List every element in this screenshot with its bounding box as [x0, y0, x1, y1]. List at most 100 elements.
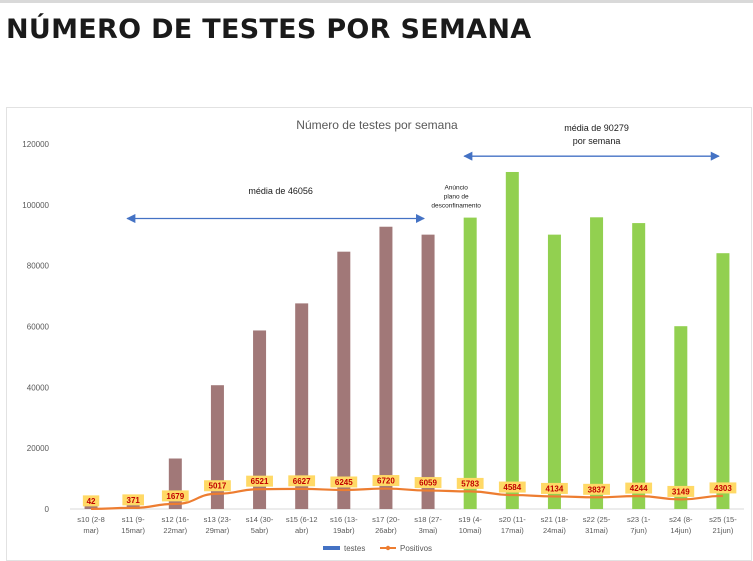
- x-tick-label: 17mai): [501, 526, 524, 535]
- x-tick-label: abr): [295, 526, 309, 535]
- x-tick-label: 3mai): [419, 526, 438, 535]
- data-label-box: [625, 482, 653, 494]
- y-tick-label: 60000: [27, 323, 50, 332]
- bar-testes: [505, 171, 519, 509]
- data-label: 42: [87, 497, 96, 506]
- x-tick-label: 7jun): [630, 526, 647, 535]
- data-label-box: [667, 485, 695, 497]
- data-label-box: [288, 475, 316, 487]
- x-tick-label: s22 (25-: [583, 515, 611, 524]
- x-tick-label: 19abr): [333, 526, 355, 535]
- x-tick-label: 29mar): [206, 526, 230, 535]
- bar-testes: [168, 458, 182, 509]
- data-label-box: [414, 477, 442, 489]
- y-tick-label: 80000: [27, 262, 50, 271]
- average-label: média de 90279: [564, 123, 629, 133]
- chart-title: Número de testes por semana: [296, 118, 458, 132]
- data-label-box: [456, 477, 484, 489]
- bar-testes: [716, 253, 730, 509]
- x-tick-label: s12 (16-: [162, 515, 190, 524]
- data-label: 5017: [209, 482, 227, 491]
- x-tick-label: 26abr): [375, 526, 397, 535]
- bar-testes: [590, 217, 604, 509]
- data-label: 6245: [335, 478, 353, 487]
- x-tick-label: s18 (27-: [414, 515, 442, 524]
- legend-label-testes: testes: [344, 544, 365, 553]
- data-label: 4244: [630, 484, 648, 493]
- x-tick-label: 15mar): [121, 526, 145, 535]
- x-tick-label: s21 (18-: [541, 515, 569, 524]
- x-tick-label: s24 (8-: [669, 515, 693, 524]
- data-label: 6627: [293, 477, 311, 486]
- data-label-box: [498, 481, 526, 493]
- data-label: 4134: [546, 484, 564, 493]
- y-tick-label: 100000: [22, 201, 49, 210]
- x-tick-label: s13 (23-: [204, 515, 232, 524]
- average-label: por semana: [573, 136, 621, 146]
- x-tick-label: 14jun): [670, 526, 691, 535]
- data-label-box: [82, 495, 100, 507]
- announcement-label: desconfinamento: [431, 203, 481, 210]
- data-label-box: [246, 475, 273, 487]
- bar-testes: [295, 303, 309, 509]
- bar-testes: [632, 223, 646, 510]
- data-label-box: [204, 480, 231, 492]
- data-label-box: [372, 475, 400, 487]
- x-tick-label: s11 (9-: [122, 515, 145, 524]
- data-label: 4303: [714, 484, 732, 493]
- announcement-label: plano de: [444, 194, 469, 201]
- x-tick-label: s10 (2-8: [77, 515, 105, 524]
- data-label: 1679: [166, 492, 184, 501]
- x-tick-label: s16 (13-: [330, 515, 358, 524]
- bar-testes: [253, 330, 267, 509]
- x-tick-label: s17 (20-: [372, 515, 400, 524]
- data-label: 5783: [461, 479, 479, 488]
- data-label: 6720: [377, 477, 395, 486]
- data-label: 3837: [588, 485, 606, 494]
- y-tick-label: 120000: [22, 140, 49, 149]
- x-tick-label: 22mar): [163, 526, 187, 535]
- data-label-box: [541, 482, 568, 494]
- data-label-box: [122, 494, 144, 506]
- data-label: 3149: [672, 487, 690, 496]
- x-tick-label: 10mai): [459, 526, 482, 535]
- data-label-box: [161, 490, 189, 502]
- x-tick-label: 24mai): [543, 526, 566, 535]
- top-divider: [0, 0, 753, 3]
- bar-testes: [210, 385, 224, 509]
- data-label-box: [709, 482, 737, 494]
- bar-testes: [421, 234, 435, 509]
- y-tick-label: 40000: [27, 383, 50, 392]
- x-tick-label: s23 (1-: [627, 515, 651, 524]
- data-label-box: [583, 483, 610, 495]
- x-tick-label: s19 (4-: [459, 515, 483, 524]
- bar-testes: [126, 502, 140, 509]
- data-label: 6521: [251, 477, 269, 486]
- bar-testes: [463, 217, 477, 509]
- x-tick-label: s14 (30-: [246, 515, 274, 524]
- announcement-label: Anúncio: [444, 185, 468, 192]
- data-label-box: [330, 476, 358, 488]
- x-tick-label: 31mai): [585, 526, 608, 535]
- data-label: 6059: [419, 479, 437, 488]
- data-label: 371: [127, 496, 141, 505]
- y-tick-label: 20000: [27, 444, 50, 453]
- page-title: NÚMERO DE TESTES POR SEMANA: [6, 14, 532, 45]
- data-label: 4584: [503, 483, 521, 492]
- bar-testes: [674, 326, 688, 509]
- y-tick-label: 0: [45, 505, 50, 514]
- x-tick-label: 21jun): [713, 526, 734, 535]
- x-tick-label: s20 (11-: [499, 515, 526, 524]
- line-positivos: [91, 487, 723, 510]
- x-tick-label: s25 (15-: [709, 515, 737, 524]
- x-tick-label: mar): [83, 526, 99, 535]
- x-tick-label: s15 (6-12: [286, 515, 318, 524]
- average-label: média de 46056: [248, 186, 313, 196]
- legend-label-positivos: Positivos: [400, 544, 432, 553]
- bar-testes: [547, 234, 561, 509]
- x-tick-label: 5abr): [251, 526, 269, 535]
- bar-testes: [379, 226, 393, 509]
- bar-testes: [84, 505, 98, 509]
- legend-marker-positivos: [385, 545, 391, 551]
